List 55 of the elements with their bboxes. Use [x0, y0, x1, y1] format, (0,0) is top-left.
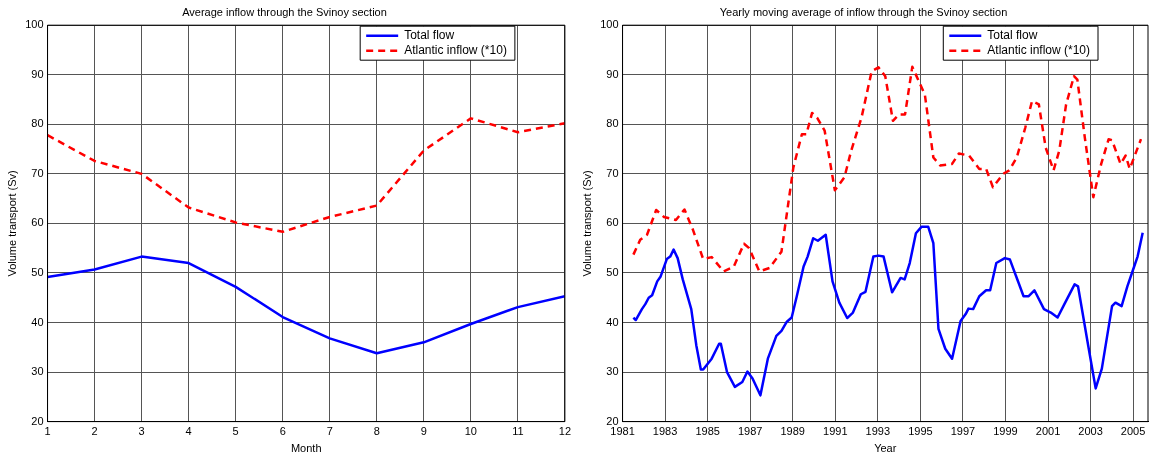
- x-tick-label: 1997: [950, 425, 976, 438]
- x-tick-label: 12: [558, 425, 572, 438]
- legend-label: Atlantic inflow (*10): [987, 43, 1091, 58]
- x-tick-label: 9: [420, 425, 427, 438]
- y-tick-label: 100: [600, 18, 619, 31]
- x-tick-label: 11: [512, 425, 524, 438]
- x-tick-label: 4: [185, 425, 192, 438]
- y-tick-label: 100: [25, 18, 44, 31]
- x-tick-label: 1983: [652, 425, 678, 438]
- y-tick-label: 40: [31, 315, 44, 328]
- x-tick-label: 3: [138, 425, 145, 438]
- x-tick-label: 1995: [908, 425, 933, 438]
- x-tick-label: 6: [279, 425, 286, 438]
- line-series: [47, 117, 565, 234]
- x-tick-label: 5: [232, 425, 239, 438]
- legend-label: Total flow: [404, 28, 455, 43]
- y-axis-title: Volume transport (Sv): [5, 170, 18, 277]
- x-tick-label: 10: [464, 425, 477, 438]
- y-tick-label: 20: [606, 414, 619, 427]
- y-tick-label: 80: [606, 117, 619, 130]
- chart-title: Yearly moving average of inflow through the Svinoy section: [719, 5, 1008, 18]
- y-tick-label: 50: [31, 265, 44, 278]
- x-tick-label: 1: [44, 425, 51, 438]
- x-tick-label: 8: [373, 425, 380, 438]
- x-tick-label: 2005: [1120, 425, 1146, 438]
- legend-label: Atlantic inflow (*10): [404, 43, 507, 58]
- y-tick-label: 40: [606, 315, 619, 328]
- y-tick-label: 90: [31, 67, 44, 80]
- x-tick-label: 1991: [823, 425, 848, 438]
- x-tick-label: 1989: [780, 425, 805, 438]
- x-tick-label: 7: [326, 425, 333, 438]
- y-tick-label: 30: [606, 365, 619, 378]
- x-tick-label: 2003: [1078, 425, 1103, 438]
- x-tick-label: 1993: [865, 425, 891, 438]
- x-tick-label: 2: [91, 425, 98, 438]
- y-tick-label: 60: [31, 216, 44, 229]
- x-tick-label: 1999: [993, 425, 1018, 438]
- x-tick-label: 1981: [610, 425, 635, 438]
- x-axis-title: Month: [290, 442, 322, 455]
- x-axis-title: Year: [874, 442, 897, 455]
- y-tick-label: 30: [31, 365, 44, 378]
- x-tick-label: 1985: [695, 425, 720, 438]
- y-tick-label: 70: [606, 166, 619, 179]
- y-tick-label: 50: [606, 265, 619, 278]
- y-axis-title: Volume transport (Sv): [580, 170, 593, 277]
- chart-title: Average inflow through the Svinoy section: [182, 5, 387, 18]
- x-tick-label: 1987: [737, 425, 763, 438]
- legend-label: Total flow: [987, 28, 1038, 43]
- x-tick-label: 2001: [1035, 425, 1061, 438]
- y-tick-label: 70: [31, 166, 44, 179]
- y-tick-label: 90: [606, 67, 619, 80]
- y-tick-label: 60: [606, 216, 619, 229]
- y-tick-label: 80: [31, 117, 44, 130]
- y-tick-label: 20: [31, 414, 44, 427]
- line-series: [632, 65, 1143, 273]
